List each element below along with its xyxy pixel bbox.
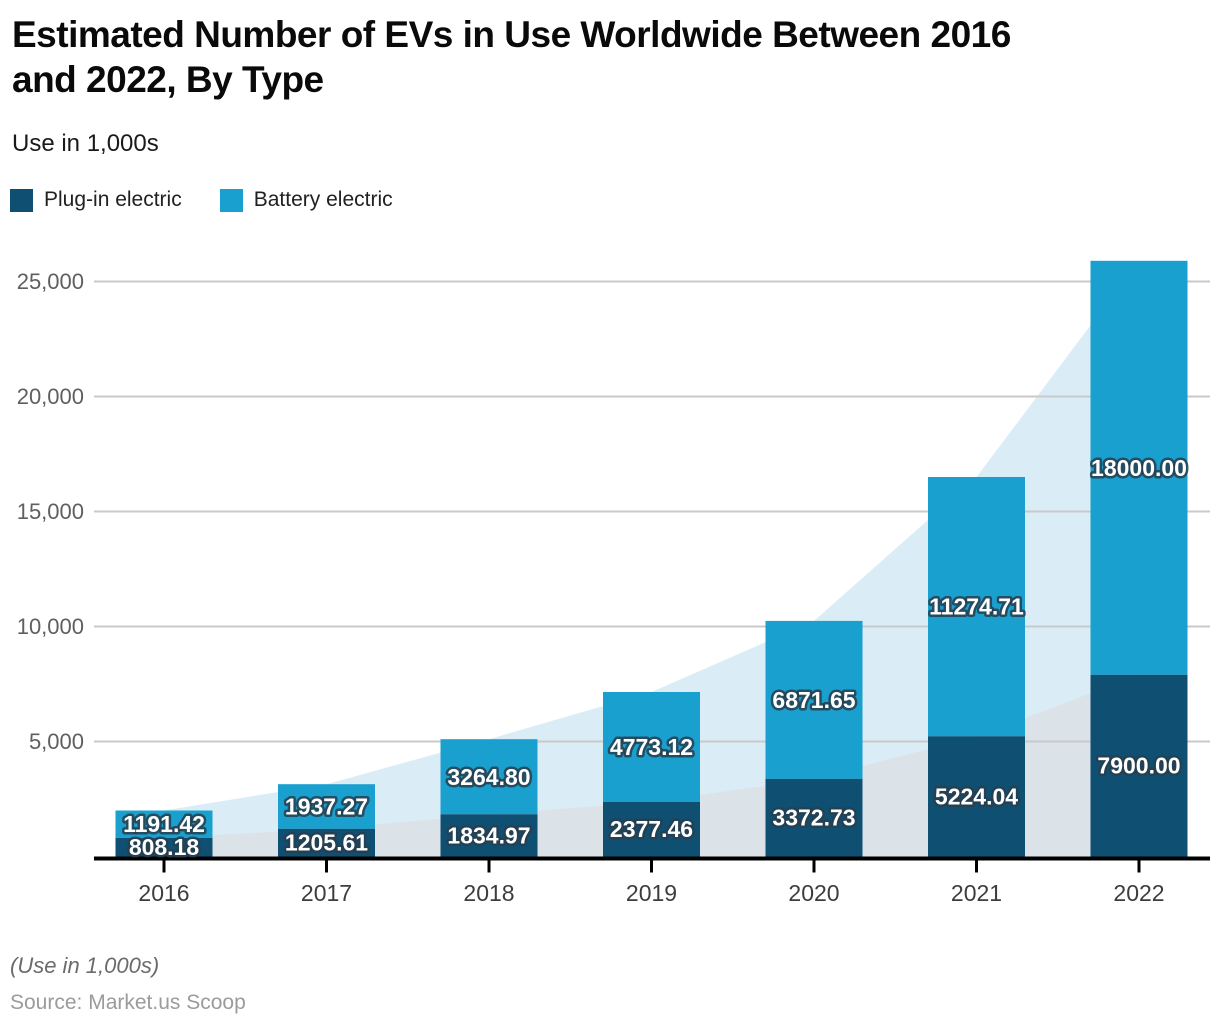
stacked-bar-chart: 5,000 10,000 15,000 20,000 25,000 2016 2017 201…: [17, 260, 1210, 906]
chart-title: Estimated Number of EVs in Use Worldwide…: [12, 12, 1011, 102]
x-axis-tick-2019: [650, 860, 653, 873]
chart-title-line-2: and 2022, By Type: [12, 59, 324, 100]
x-axis-label-2022: 2022: [1113, 880, 1164, 906]
plug-in-electric-area: [164, 674, 1139, 859]
bar-value-label-battery-2018: 3264.80: [447, 764, 530, 790]
x-axis-tick-2022: [1137, 860, 1141, 873]
chart-subtitle: Use in 1,000s: [12, 130, 159, 157]
bar-plug-in-electric-2020: [765, 778, 863, 857]
bar-value-label-plugin-2017: 1205.61: [285, 830, 368, 856]
y-axis-tick-label: 5,000: [29, 729, 84, 754]
bar-battery-electric-2019: [603, 692, 700, 802]
y-axis-tick-label: 15,000: [17, 499, 84, 524]
legend-item-plugin-electric: Plug-in electric: [10, 188, 182, 212]
y-axis-tick-label: 10,000: [17, 614, 84, 639]
x-axis-tick-2016: [162, 860, 166, 873]
x-axis-tick-2018: [487, 860, 491, 873]
bar-battery-electric-2022: [1090, 260, 1188, 675]
bar-value-label-battery-2020: 6871.65: [772, 687, 855, 713]
bar-battery-electric-2017: [278, 784, 375, 829]
bar-plug-in-electric-2019: [603, 801, 700, 857]
legend: Plug-in electric Battery electric: [10, 188, 393, 212]
x-axis-tick-2021: [975, 860, 978, 873]
bar-value-label-plugin-2018: 1834.97: [447, 822, 530, 848]
bar-plug-in-electric-2021: [928, 736, 1025, 857]
x-axis-label-2017: 2017: [301, 880, 352, 906]
bar-battery-electric-2016: [115, 810, 213, 838]
y-axis-tick-label: 25,000: [17, 269, 84, 294]
chart-title-line-1: Estimated Number of EVs in Use Worldwide…: [12, 14, 1011, 55]
bar-battery-electric-2018: [440, 739, 538, 815]
legend-item-battery-electric: Battery electric: [219, 188, 393, 212]
x-axis-line: [94, 856, 1210, 861]
x-axis-label-2021: 2021: [951, 880, 1002, 906]
bar-battery-electric-2021: [928, 477, 1025, 737]
bar-value-label-plugin-2016: 808.18: [129, 834, 200, 860]
bar-value-label-battery-2016: 1191.42: [123, 811, 205, 837]
footnote-units: (Use in 1,000s): [10, 953, 160, 978]
x-axis-label-2019: 2019: [626, 880, 677, 906]
bar-value-label-plugin-2022: 7900.00: [1097, 753, 1180, 779]
x-axis-label-2016: 2016: [138, 880, 189, 906]
battery-electric-area: [164, 260, 1139, 859]
y-axis-tick-label: 20,000: [17, 384, 84, 409]
bar-value-label-plugin-2021: 5224.04: [935, 783, 1018, 809]
bar-battery-electric-2020: [765, 620, 863, 779]
legend-swatch-battery-electric: [219, 188, 243, 212]
source-credit: Source: Market.us Scoop: [10, 991, 246, 1014]
bar-value-label-plugin-2020: 3372.73: [772, 805, 855, 831]
legend-swatch-plugin-electric: [10, 188, 33, 212]
x-axis-tick-2020: [812, 860, 816, 873]
legend-label-plugin-electric: Plug-in electric: [44, 188, 182, 211]
bar-plug-in-electric-2022: [1090, 674, 1188, 857]
bar-value-label-battery-2017: 1937.27: [285, 794, 368, 820]
x-axis-label-2020: 2020: [788, 880, 839, 906]
bar-plug-in-electric-2016: [115, 837, 213, 857]
x-axis-label-2018: 2018: [463, 880, 514, 906]
x-axis-tick-2017: [325, 860, 328, 873]
bar-value-label-battery-2019: 4773.12: [610, 734, 693, 760]
legend-label-battery-electric: Battery electric: [253, 188, 393, 211]
bar-value-label-plugin-2019: 2377.46: [610, 816, 693, 842]
bar-value-label-battery-2021: 11274.71: [929, 594, 1024, 620]
bar-plug-in-electric-2017: [278, 828, 375, 857]
bar-plug-in-electric-2018: [440, 814, 538, 857]
bar-value-label-battery-2022: 18000.00: [1091, 455, 1187, 481]
